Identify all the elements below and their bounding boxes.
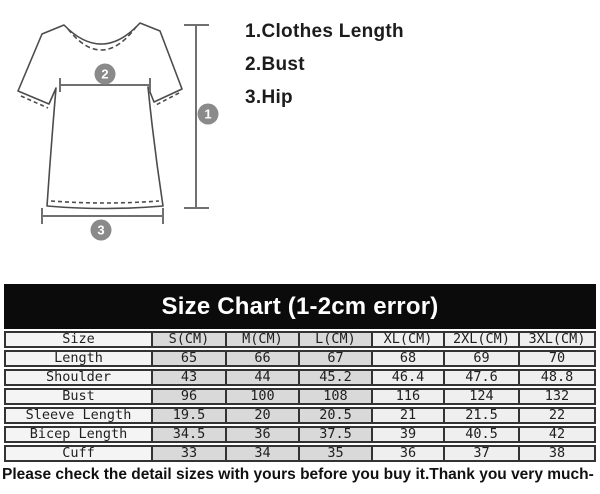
size-cell: 38 bbox=[520, 445, 596, 462]
size-cell: 100 bbox=[227, 388, 300, 405]
size-cell: 34 bbox=[227, 445, 300, 462]
size-cell: 70 bbox=[520, 350, 596, 367]
row-label: Bust bbox=[4, 388, 153, 405]
row-label: Cuff bbox=[4, 445, 153, 462]
legend-item-bust: 2.Bust bbox=[245, 54, 305, 75]
table-row: Shoulder 43 44 45.2 46.4 47.6 48.8 bbox=[4, 369, 596, 386]
table-row: Length 65 66 67 68 69 70 bbox=[4, 350, 596, 367]
table-row: Bust 96 100 108 116 124 132 bbox=[4, 388, 596, 405]
legend-item-clothes-length: 1.Clothes Length bbox=[245, 21, 404, 42]
size-cell: 21 bbox=[373, 407, 445, 424]
size-cell: 37 bbox=[445, 445, 520, 462]
size-cell: 22 bbox=[520, 407, 596, 424]
size-cell: 34.5 bbox=[153, 426, 227, 443]
size-cell: 43 bbox=[153, 369, 227, 386]
length-measure-line bbox=[184, 24, 209, 209]
size-cell: 36 bbox=[373, 445, 445, 462]
table-row: Sleeve Length 19.5 20 20.5 21 21.5 22 bbox=[4, 407, 596, 424]
size-cell: 44 bbox=[227, 369, 300, 386]
size-table: Size S(CM) M(CM) L(CM) XL(CM) 2XL(CM) 3XL(CM) … bbox=[4, 329, 596, 464]
column-header-cell: S(CM) bbox=[153, 331, 227, 348]
column-header-cell: 2XL(CM) bbox=[445, 331, 520, 348]
size-cell: 116 bbox=[373, 388, 445, 405]
marker-2-badge: 2 bbox=[94, 63, 116, 85]
size-cell: 46.4 bbox=[373, 369, 445, 386]
legend-item-hip: 3.Hip bbox=[245, 87, 293, 108]
column-header-cell: 3XL(CM) bbox=[520, 331, 596, 348]
shirt-outline bbox=[17, 22, 183, 210]
row-label: Sleeve Length bbox=[4, 407, 153, 424]
table-row: Cuff 33 34 35 36 37 38 bbox=[4, 445, 596, 462]
footer-note: Please check the detail sizes with yours… bbox=[2, 466, 594, 483]
column-header-cell: L(CM) bbox=[300, 331, 373, 348]
size-cell: 48.8 bbox=[520, 369, 596, 386]
size-header-cell: Size bbox=[4, 331, 153, 348]
size-cell: 47.6 bbox=[445, 369, 520, 386]
size-cell: 124 bbox=[445, 388, 520, 405]
size-cell: 42 bbox=[520, 426, 596, 443]
size-cell: 45.2 bbox=[300, 369, 373, 386]
size-cell: 108 bbox=[300, 388, 373, 405]
size-cell: 65 bbox=[153, 350, 227, 367]
size-cell: 69 bbox=[445, 350, 520, 367]
size-cell: 67 bbox=[300, 350, 373, 367]
column-header-cell: XL(CM) bbox=[373, 331, 445, 348]
sleeve-dashed-seams bbox=[20, 92, 180, 109]
size-cell: 20 bbox=[227, 407, 300, 424]
svg-text:1: 1 bbox=[204, 107, 211, 122]
collar-dashed-seam bbox=[67, 26, 137, 51]
size-cell: 96 bbox=[153, 388, 227, 405]
size-chart: Size Chart (1-2cm error) Size S(CM) M(CM) L… bbox=[4, 284, 596, 464]
size-cell: 39 bbox=[373, 426, 445, 443]
row-label: Bicep Length bbox=[4, 426, 153, 443]
bust-measure-line bbox=[59, 78, 151, 92]
row-label: Length bbox=[4, 350, 153, 367]
size-cell: 66 bbox=[227, 350, 300, 367]
size-table-header-row: Size S(CM) M(CM) L(CM) XL(CM) 2XL(CM) 3XL(CM) bbox=[4, 331, 596, 348]
marker-1-badge: 1 bbox=[197, 103, 219, 125]
table-row: Bicep Length 34.5 36 37.5 39 40.5 42 bbox=[4, 426, 596, 443]
size-cell: 40.5 bbox=[445, 426, 520, 443]
size-cell: 21.5 bbox=[445, 407, 520, 424]
size-chart-title: Size Chart (1-2cm error) bbox=[4, 284, 596, 329]
svg-text:2: 2 bbox=[101, 67, 108, 82]
tshirt-diagram: 2 1 3 bbox=[17, 22, 219, 241]
svg-text:3: 3 bbox=[97, 223, 104, 238]
size-cell: 68 bbox=[373, 350, 445, 367]
column-header-cell: M(CM) bbox=[227, 331, 300, 348]
size-cell: 37.5 bbox=[300, 426, 373, 443]
size-table-body: Length 65 66 67 68 69 70 Shoulder 43 44 45.2 46.4 47… bbox=[4, 350, 596, 462]
size-cell: 35 bbox=[300, 445, 373, 462]
row-label: Shoulder bbox=[4, 369, 153, 386]
measurement-legend: 1.Clothes Length 2.Bust 3.Hip bbox=[245, 15, 404, 114]
size-cell: 20.5 bbox=[300, 407, 373, 424]
marker-3-badge: 3 bbox=[90, 219, 112, 241]
hip-measure-line bbox=[41, 208, 164, 224]
size-cell: 132 bbox=[520, 388, 596, 405]
size-cell: 33 bbox=[153, 445, 227, 462]
size-cell: 36 bbox=[227, 426, 300, 443]
size-cell: 19.5 bbox=[153, 407, 227, 424]
